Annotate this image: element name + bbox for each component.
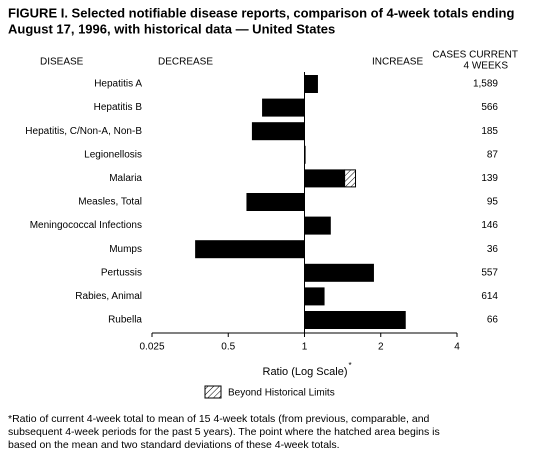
category-label: Mumps (109, 244, 142, 255)
category-label: Meningococcal Infections (30, 220, 142, 231)
bar (251, 122, 305, 141)
cases-label: 1,589 (473, 79, 498, 90)
footnote: *Ratio of current 4-week total to mean o… (8, 413, 430, 425)
cases-header: CASES CURRENT (432, 50, 518, 61)
cases-label: 66 (487, 315, 499, 326)
bar (195, 240, 305, 259)
cases-label: 557 (481, 267, 498, 278)
footnote: based on the mean and two standard devia… (8, 439, 340, 451)
footnote: subsequent 4-week periods for the past 5… (8, 426, 440, 438)
bar (304, 169, 345, 188)
category-label: Hepatitis A (94, 79, 142, 90)
legend-swatch (204, 385, 222, 399)
cases-label: 36 (487, 244, 499, 255)
bar (304, 75, 318, 93)
category-label: Hepatitis B (94, 102, 143, 113)
bar (304, 216, 331, 235)
bar (262, 98, 305, 117)
cases-label: 95 (487, 197, 499, 208)
category-label: Pertussis (101, 267, 142, 278)
chart-title: August 17, 1996, with historical data — … (8, 21, 335, 36)
category-label: Measles, Total (78, 197, 142, 208)
legend-label: Beyond Historical Limits (228, 388, 335, 399)
x-tick-label: 0.5 (221, 342, 235, 353)
x-axis-label-mark: * (349, 361, 352, 370)
bar (246, 193, 305, 211)
category-label: Malaria (109, 173, 142, 184)
x-axis-label: Ratio (Log Scale) (263, 366, 348, 378)
decrease-label: DECREASE (158, 57, 213, 68)
cases-label: 614 (481, 291, 498, 302)
bar (304, 311, 406, 329)
x-tick-label: 4 (454, 342, 460, 353)
cases-label: 139 (481, 173, 498, 184)
cases-label: 566 (481, 102, 498, 113)
bar-beyond-limits (344, 169, 357, 188)
increase-label: INCREASE (372, 57, 423, 68)
category-label: Rabies, Animal (75, 291, 142, 302)
cases-label: 87 (487, 149, 499, 160)
bar (304, 145, 306, 164)
cases-label: 185 (481, 126, 498, 137)
x-tick-label: 2 (378, 342, 384, 353)
category-label: Legionellosis (84, 149, 142, 160)
cases-label: 146 (481, 220, 498, 231)
category-label: Hepatitis, C/Non-A, Non-B (25, 126, 142, 137)
chart-title: FIGURE I. Selected notifiable disease re… (8, 5, 514, 20)
bar (304, 287, 325, 306)
x-tick-label: 0.025 (139, 342, 164, 353)
bar (304, 263, 374, 282)
x-tick-label: 1 (302, 342, 308, 353)
category-header: DISEASE (40, 57, 84, 68)
cases-header: 4 WEEKS (464, 61, 509, 72)
category-label: Rubella (108, 315, 142, 326)
